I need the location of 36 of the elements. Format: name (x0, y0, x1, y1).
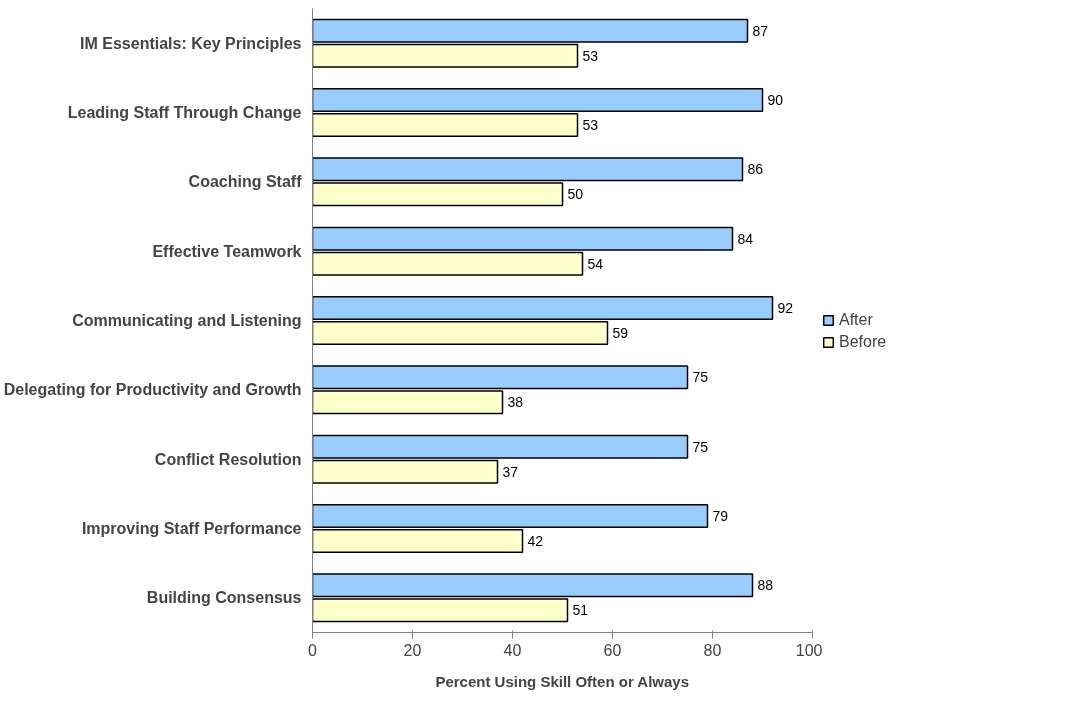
data-label: 59 (612, 324, 629, 341)
x-tick-label: 40 (503, 641, 522, 659)
y-tick-label: Building Consensus (146, 589, 302, 607)
y-tick-label: Communicating and Listening (72, 312, 302, 329)
data-label: 79 (712, 508, 729, 525)
y-tick-label: Effective Teamwork (152, 242, 302, 260)
legend-label: Before (839, 332, 887, 351)
y-tick-label: Coaching Staff (188, 173, 303, 191)
x-tick-label: 0 (308, 641, 318, 659)
data-label: 75 (692, 369, 709, 386)
data-label: 38 (507, 394, 524, 411)
data-label: 53 (582, 47, 599, 64)
x-tick-label: 20 (403, 641, 422, 659)
x-tick-label: 80 (703, 641, 722, 659)
x-tick-label: 60 (603, 641, 622, 659)
x-axis-title: Percent Using Skill Often or Always (435, 672, 690, 690)
data-label: 86 (747, 161, 764, 178)
y-tick-label: Leading Staff Through Change (67, 104, 302, 121)
data-label: 75 (692, 438, 709, 455)
data-label: 53 (582, 116, 599, 133)
data-label: 92 (777, 300, 794, 317)
data-label: 88 (757, 577, 774, 594)
data-label: 54 (587, 255, 604, 272)
y-tick-label: IM Essentials: Key Principles (80, 34, 302, 52)
x-tick-label: 100 (795, 641, 823, 659)
y-tick-label: Conflict Resolution (154, 450, 302, 468)
y-tick-label: Improving Staff Performance (81, 520, 302, 537)
legend-label: After (839, 310, 873, 329)
data-label: 90 (767, 92, 784, 109)
data-label: 50 (567, 186, 584, 203)
data-label: 87 (752, 22, 769, 39)
data-label: 51 (572, 602, 589, 619)
data-label: 42 (527, 532, 544, 549)
data-label: 84 (737, 230, 754, 247)
y-tick-label: Delegating for Productivity and Growth (3, 381, 302, 399)
data-label: 37 (502, 463, 519, 480)
